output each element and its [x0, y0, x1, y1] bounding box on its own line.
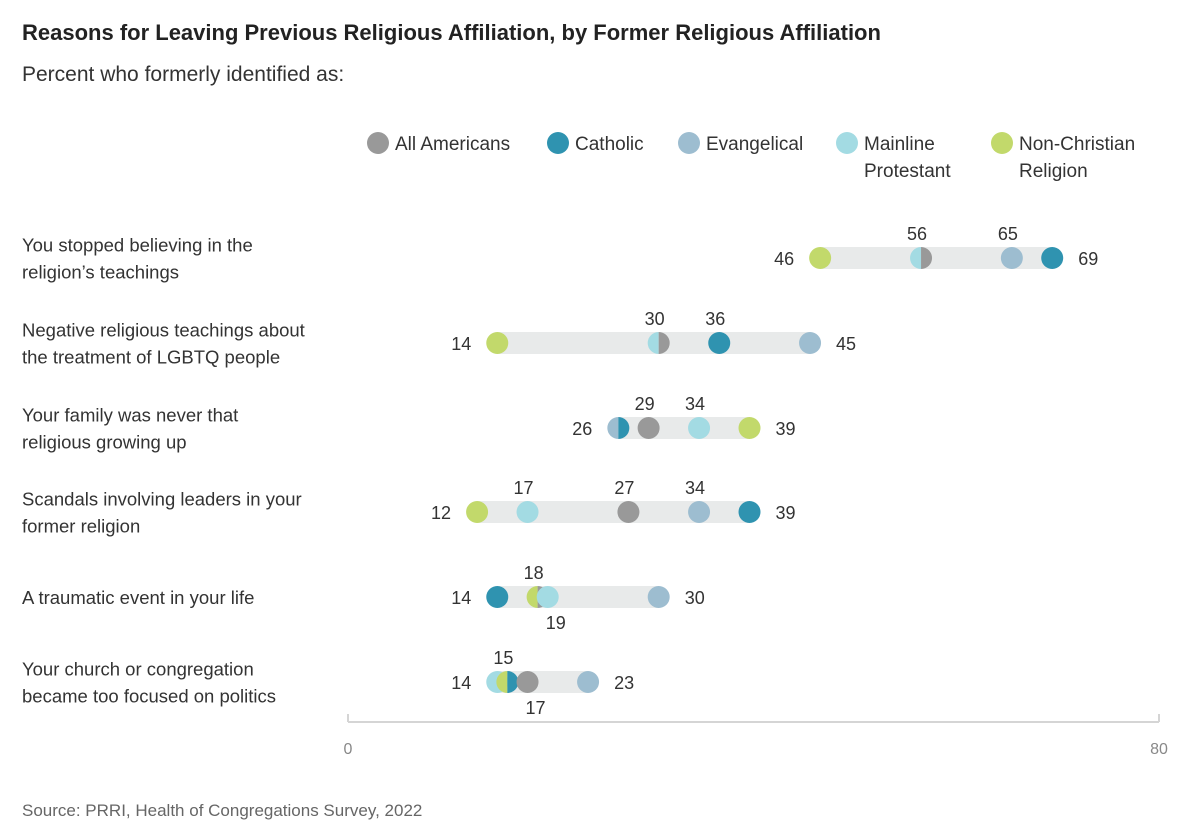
dot-catholic: [486, 586, 509, 608]
dot-evangelical: [1000, 247, 1023, 269]
category-label: Your family was never that: [22, 405, 238, 426]
category-row: You stopped believing in the religion’s t…: [22, 224, 1098, 283]
category-label: Scandals involving leaders in your: [22, 489, 302, 510]
data-label: 14: [451, 588, 471, 608]
dot-nonchristian: [809, 247, 832, 269]
data-label: 17: [514, 478, 534, 498]
legend-item-evangelical: Evangelical: [678, 132, 803, 155]
source-note: Source: PRRI, Health of Congregations Su…: [22, 801, 422, 820]
data-label: 34: [685, 478, 705, 498]
legend-swatch: [991, 132, 1013, 154]
chart-title: Reasons for Leaving Previous Religious A…: [22, 20, 881, 45]
dot-catholic: [708, 332, 731, 354]
legend-label: Mainline: [864, 134, 935, 155]
data-label: 14: [451, 334, 471, 354]
dot-all: [637, 417, 660, 439]
dot-mainline: [688, 417, 711, 439]
category-label: religion’s teachings: [22, 262, 179, 283]
data-label: 65: [998, 224, 1018, 244]
dot-all: [516, 671, 539, 693]
dot-nonchristian: [526, 586, 538, 608]
category-label: Your church or congregation: [22, 659, 254, 680]
data-label: 30: [645, 309, 665, 329]
dot-catholic: [1041, 247, 1064, 269]
dot-nonchristian: [486, 332, 509, 354]
data-label: 23: [614, 673, 634, 693]
legend-item-catholic: Catholic: [547, 132, 644, 155]
category-label: You stopped believing in the: [22, 235, 253, 256]
legend-swatch: [678, 132, 700, 154]
dot-evangelical: [647, 586, 670, 608]
data-label: 30: [685, 588, 705, 608]
category-label: became too focused on politics: [22, 686, 276, 707]
chart-subtitle: Percent who formerly identified as:: [22, 63, 344, 86]
dot-evangelical: [688, 501, 711, 523]
dot-catholic: [507, 671, 519, 693]
x-axis: 0 80: [344, 714, 1168, 758]
category-row: Negative religious teachings about the tr…: [22, 309, 856, 368]
range-bar: [497, 586, 659, 608]
data-label: 69: [1078, 249, 1098, 269]
category-label: religious growing up: [22, 432, 187, 453]
data-label: 17: [526, 698, 546, 718]
category-label: the treatment of LGBTQ people: [22, 347, 280, 368]
data-label: 19: [546, 613, 566, 633]
legend-item-mainline: Mainline Protestant: [836, 132, 951, 182]
dot-mainline: [910, 247, 922, 269]
dot-evangelical: [577, 671, 600, 693]
legend-swatch: [367, 132, 389, 154]
dot-evangelical: [799, 332, 822, 354]
legend: All Americans Catholic Evangelical Mainline…: [367, 132, 1135, 182]
range-bar: [477, 501, 750, 523]
legend-label: Catholic: [575, 134, 644, 155]
legend-label: Protestant: [864, 161, 951, 182]
data-label: 18: [524, 563, 544, 583]
data-label: 36: [705, 309, 725, 329]
data-label: 26: [572, 419, 592, 439]
data-label: 14: [451, 673, 471, 693]
dot-nonchristian: [738, 417, 761, 439]
dot-catholic: [738, 501, 761, 523]
legend-swatch: [547, 132, 569, 154]
legend-label: Religion: [1019, 161, 1088, 182]
dot-mainline: [516, 501, 539, 523]
dot-nonchristian: [496, 671, 508, 693]
legend-item-nonchristian: Non-Christian Religion: [991, 132, 1135, 182]
legend-label: Evangelical: [706, 134, 803, 155]
dot-mainline: [536, 586, 559, 608]
data-label: 34: [685, 394, 705, 414]
dot-all: [617, 501, 640, 523]
legend-label: All Americans: [395, 134, 510, 155]
data-label: 39: [776, 503, 796, 523]
axis-tick-label: 0: [344, 741, 353, 758]
data-label: 12: [431, 503, 451, 523]
dot-evangelical: [607, 417, 619, 439]
dot-mainline: [647, 332, 659, 354]
category-label: former religion: [22, 516, 140, 537]
category-row: A traumatic event in your life 14 18 19 30: [22, 563, 705, 633]
category-label: A traumatic event in your life: [22, 587, 254, 608]
legend-swatch: [836, 132, 858, 154]
data-label: 45: [836, 334, 856, 354]
category-row: Scandals involving leaders in your former…: [22, 478, 796, 537]
legend-item-all: All Americans: [367, 132, 510, 155]
category-row: Your church or congregation became too fo…: [22, 648, 634, 718]
data-label: 39: [776, 419, 796, 439]
category-row: Your family was never that religious grow…: [22, 394, 796, 453]
data-label: 15: [493, 648, 513, 668]
dot-all: [921, 247, 933, 269]
axis-tick-label: 80: [1150, 741, 1168, 758]
legend-label: Non-Christian: [1019, 134, 1135, 155]
data-label: 29: [635, 394, 655, 414]
dot-all: [658, 332, 670, 354]
dot-nonchristian: [466, 501, 489, 523]
data-label: 27: [614, 478, 634, 498]
category-label: Negative religious teachings about: [22, 320, 305, 341]
plot-area: You stopped believing in the religion’s t…: [22, 224, 1098, 718]
range-bar: [820, 247, 1053, 269]
data-label: 46: [774, 249, 794, 269]
data-label: 56: [907, 224, 927, 244]
dot-catholic: [618, 417, 630, 439]
